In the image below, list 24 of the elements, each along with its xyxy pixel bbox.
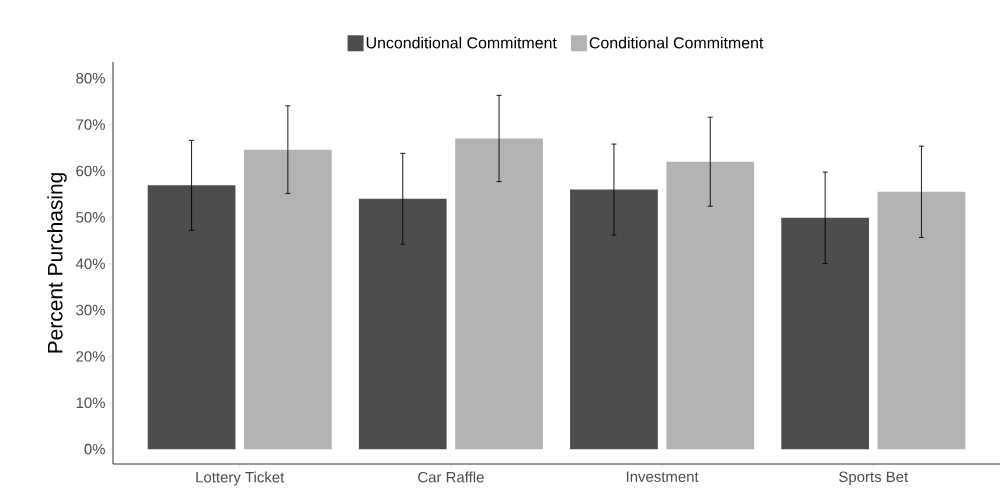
bar bbox=[147, 185, 236, 450]
bar bbox=[570, 189, 658, 450]
y-tick-label: 50% bbox=[76, 212, 105, 223]
x-tick-label: Car Raffle bbox=[418, 471, 484, 483]
bar bbox=[455, 138, 543, 450]
x-tick-label: Sports Bet bbox=[839, 471, 909, 486]
x-tick-label: Investment bbox=[626, 471, 699, 482]
y-tick-label: 0% bbox=[84, 443, 105, 455]
legend-label: Unconditional Commitment bbox=[366, 36, 557, 49]
bar bbox=[877, 191, 966, 450]
bar bbox=[244, 149, 332, 450]
bar bbox=[666, 161, 755, 450]
legend-label: Conditional Commitment bbox=[589, 36, 764, 49]
bar bbox=[358, 198, 447, 450]
y-tick-label: 30% bbox=[76, 304, 105, 316]
y-tick-label: 20% bbox=[76, 351, 105, 362]
y-tick-label: 60% bbox=[76, 165, 105, 177]
bar bbox=[781, 217, 870, 450]
y-tick-label: 10% bbox=[76, 397, 105, 409]
y-axis-title: Percent Purchasing bbox=[47, 173, 67, 353]
y-tick-label: 80% bbox=[76, 72, 105, 84]
y-tick-label: 40% bbox=[75, 258, 105, 269]
x-tick-label: Lottery Ticket bbox=[196, 471, 285, 486]
y-tick-label: 70% bbox=[76, 119, 105, 130]
